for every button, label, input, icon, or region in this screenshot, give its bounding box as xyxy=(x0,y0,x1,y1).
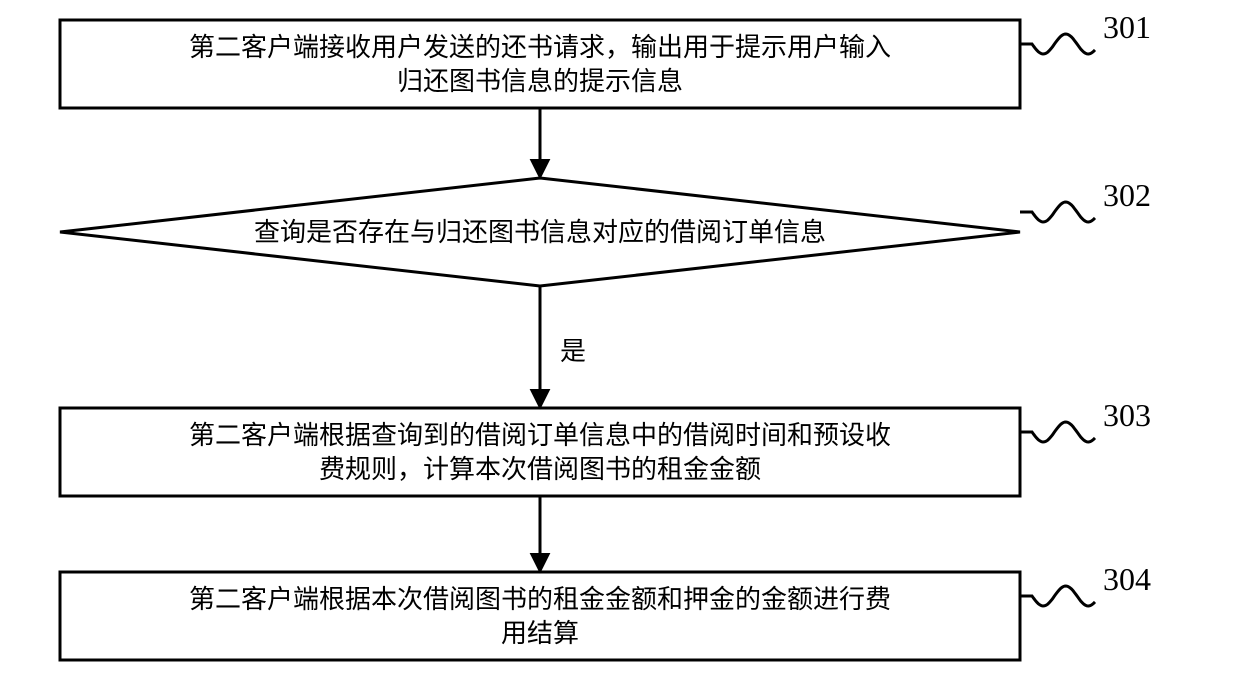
flow-step-text-n303-1: 费规则，计算本次借阅图书的租金金额 xyxy=(319,455,761,484)
step-connector-n303 xyxy=(1020,422,1095,442)
step-connector-n301 xyxy=(1020,34,1095,54)
step-connector-n302 xyxy=(1020,202,1095,222)
flow-edge-label-1: 是 xyxy=(560,337,586,366)
step-number-n304: 304 xyxy=(1103,561,1151,597)
flow-step-text-n304-1: 用结算 xyxy=(501,619,579,648)
step-connector-n304 xyxy=(1020,586,1095,606)
flow-decision-text-n302: 查询是否存在与归还图书信息对应的借阅订单信息 xyxy=(254,218,826,247)
flow-step-text-n303-0: 第二客户端根据查询到的借阅订单信息中的借阅时间和预设收 xyxy=(189,421,891,450)
step-number-n303: 303 xyxy=(1103,397,1151,433)
flow-step-text-n301-0: 第二客户端接收用户发送的还书请求，输出用于提示用户输入 xyxy=(189,33,891,62)
flow-step-text-n301-1: 归还图书信息的提示信息 xyxy=(397,67,683,96)
flow-step-text-n304-0: 第二客户端根据本次借阅图书的租金金额和押金的金额进行费 xyxy=(189,585,891,614)
step-number-n302: 302 xyxy=(1103,177,1151,213)
step-number-n301: 301 xyxy=(1103,9,1151,45)
